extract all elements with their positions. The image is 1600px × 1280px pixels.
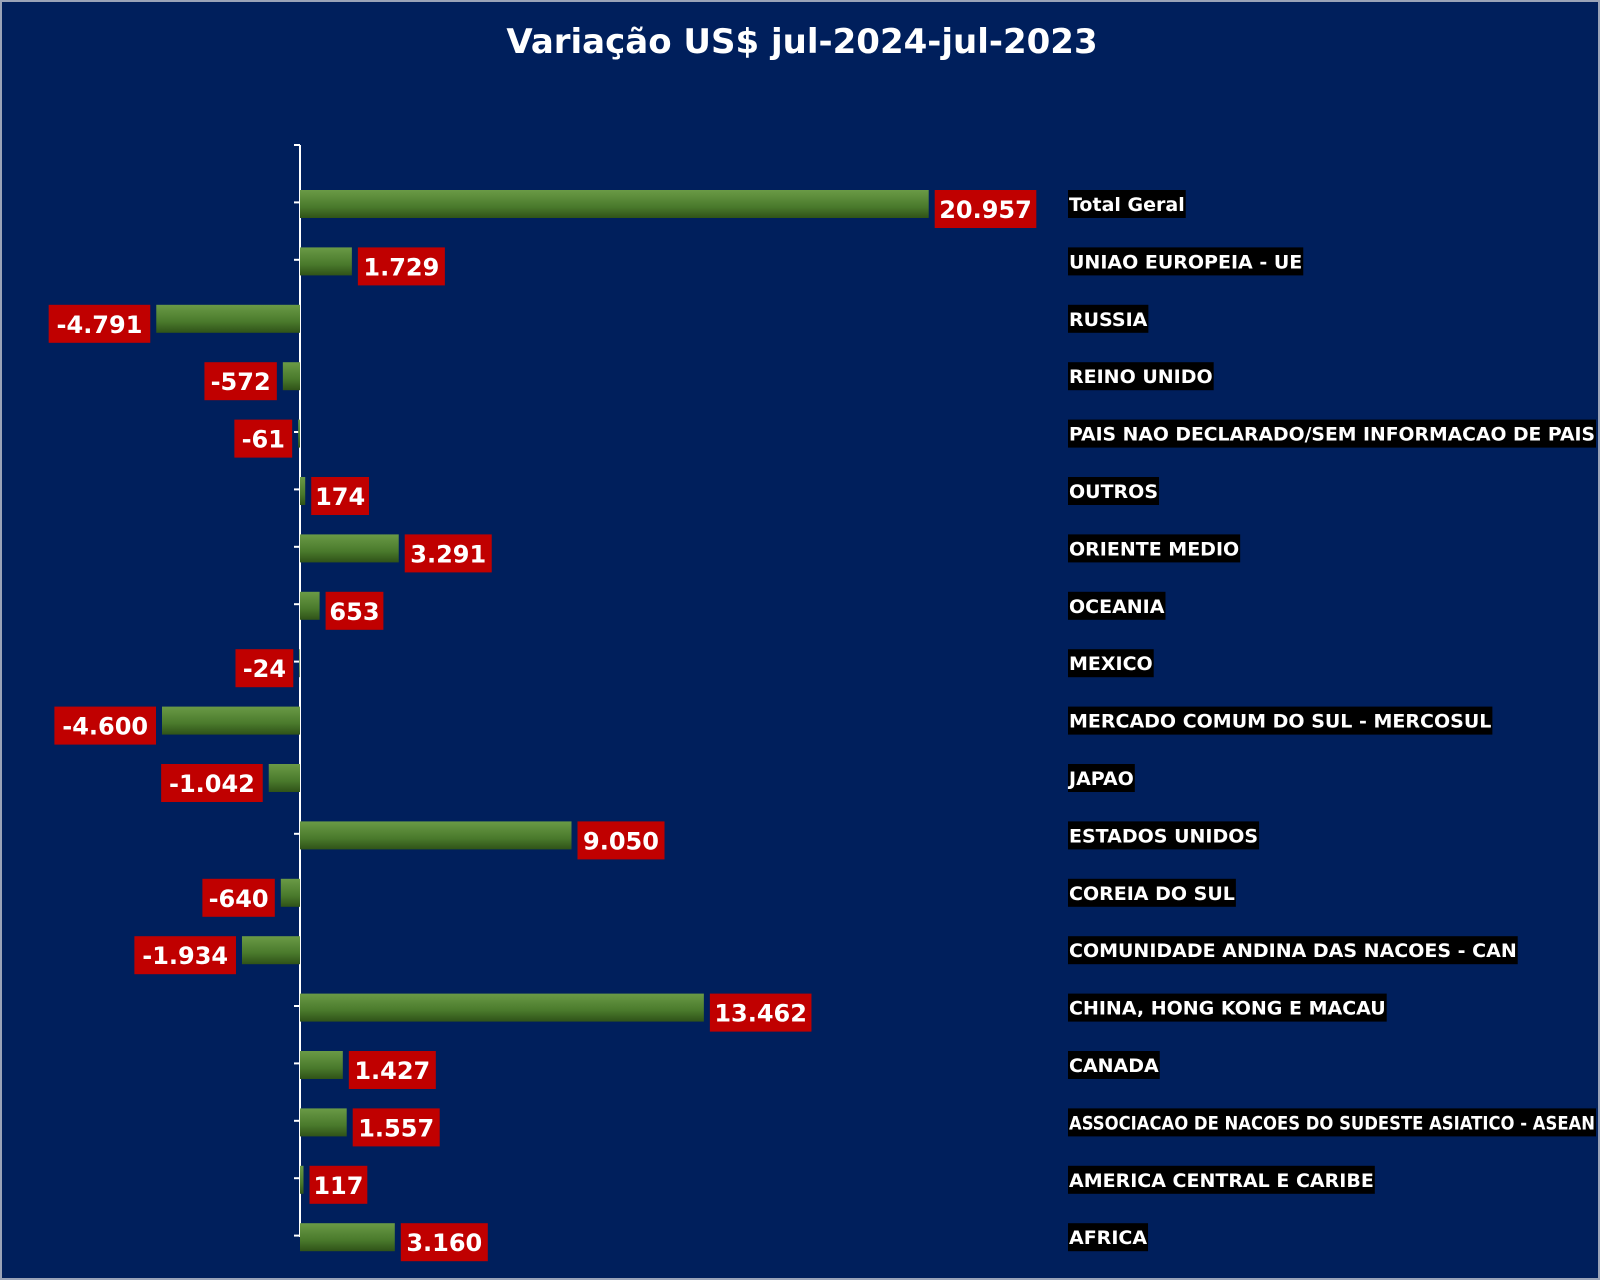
svg-text:JAPAO: JAPAO (1067, 768, 1134, 790)
data-label: -572 (204, 362, 277, 401)
data-label: -61 (234, 419, 293, 458)
svg-text:-640: -640 (209, 885, 269, 913)
bar (300, 1165, 304, 1194)
data-label: -1.934 (134, 936, 236, 975)
bar (300, 1051, 343, 1079)
bar (268, 764, 300, 792)
svg-text:117: 117 (313, 1172, 363, 1200)
svg-text:ESTADOS UNIDOS: ESTADOS UNIDOS (1069, 825, 1258, 847)
category-label: REINO UNIDO (1068, 362, 1214, 391)
svg-text:CANADA: CANADA (1069, 1055, 1159, 1077)
category-label: COMUNIDADE ANDINA DAS NACOES - CAN (1068, 936, 1518, 965)
bar (300, 477, 306, 505)
category-label: JAPAO (1067, 764, 1135, 792)
svg-text:RUSSIA: RUSSIA (1069, 309, 1148, 331)
data-label: -4.791 (48, 304, 151, 343)
data-label: 1.557 (352, 1108, 440, 1147)
data-label: 3.291 (404, 534, 492, 573)
svg-text:1.427: 1.427 (354, 1057, 430, 1085)
svg-text:-1.934: -1.934 (142, 942, 228, 970)
category-label: COREIA DO SUL (1068, 878, 1236, 907)
chart-title: Variação US$ jul-2024-jul-2023 (506, 22, 1098, 62)
svg-text:MEXICO: MEXICO (1069, 653, 1153, 675)
data-label: -640 (202, 878, 275, 917)
bar (300, 821, 572, 850)
svg-text:AFRICA: AFRICA (1069, 1227, 1147, 1249)
svg-text:COMUNIDADE ANDINA DAS NACOES -: COMUNIDADE ANDINA DAS NACOES - CAN (1069, 940, 1517, 962)
category-label: RUSSIA (1068, 304, 1149, 333)
bar (300, 190, 929, 218)
bar (300, 247, 352, 276)
svg-text:-4.791: -4.791 (57, 311, 143, 339)
svg-text:-61: -61 (242, 426, 285, 454)
svg-text:Total Geral: Total Geral (1069, 194, 1185, 216)
svg-text:-1.042: -1.042 (169, 770, 255, 798)
svg-text:CHINA, HONG KONG E MACAU: CHINA, HONG KONG E MACAU (1069, 998, 1386, 1020)
svg-text:MERCADO COMUM DO SUL - MERCOSU: MERCADO COMUM DO SUL - MERCOSUL (1069, 711, 1491, 733)
category-label: UNIAO EUROPEIA - UE (1068, 247, 1304, 276)
data-label: 20.957 (934, 190, 1037, 228)
svg-text:9.050: 9.050 (583, 827, 659, 855)
category-label: CANADA (1068, 1051, 1160, 1079)
category-label: CHINA, HONG KONG E MACAU (1068, 993, 1387, 1022)
svg-text:UNIAO EUROPEIA - UE: UNIAO EUROPEIA - UE (1069, 251, 1302, 273)
data-label: -24 (235, 649, 294, 688)
category-label: AMERICA CENTRAL E CARIBE (1068, 1165, 1375, 1194)
data-label: 1.427 (348, 1051, 436, 1089)
bar (156, 304, 300, 333)
bar (282, 362, 300, 391)
data-label: 117 (309, 1165, 368, 1204)
category-label: OCEANIA (1068, 591, 1166, 620)
bar (300, 1108, 347, 1137)
category-label: MEXICO (1068, 649, 1154, 678)
svg-text:-4.600: -4.600 (62, 713, 148, 741)
svg-text:REINO UNIDO: REINO UNIDO (1069, 366, 1213, 388)
data-label: -1.042 (161, 764, 263, 802)
data-label: 653 (325, 591, 384, 630)
svg-text:3.291: 3.291 (410, 540, 486, 568)
bar (162, 706, 300, 735)
svg-text:13.462: 13.462 (714, 1000, 807, 1028)
category-label: ASSOCIACAO DE NACOES DO SUDESTE ASIATICO… (1068, 1108, 1596, 1137)
data-label: 174 (311, 477, 370, 515)
category-label: ESTADOS UNIDOS (1068, 821, 1260, 850)
bar (300, 591, 320, 620)
category-label: Total Geral (1068, 190, 1186, 218)
svg-text:1.729: 1.729 (363, 253, 439, 281)
bar (300, 1223, 395, 1252)
data-label: 3.160 (400, 1223, 488, 1262)
data-label: -4.600 (54, 706, 156, 745)
category-label: PAIS NAO DECLARADO/SEM INFORMACAO DE PAI… (1068, 419, 1596, 448)
bar (300, 534, 399, 563)
bar (241, 936, 300, 965)
svg-text:3.160: 3.160 (406, 1229, 482, 1257)
bar (300, 993, 704, 1022)
bar (298, 419, 300, 448)
svg-text:-24: -24 (243, 655, 286, 683)
svg-text:OCEANIA: OCEANIA (1069, 596, 1165, 618)
category-label: OUTROS (1068, 477, 1160, 505)
bar (280, 878, 300, 907)
svg-text:ASSOCIACAO DE NACOES DO SUDEST: ASSOCIACAO DE NACOES DO SUDESTE ASIATICO… (1069, 1112, 1595, 1134)
svg-text:COREIA DO SUL: COREIA DO SUL (1069, 883, 1235, 905)
category-label: ORIENTE MEDIO (1068, 534, 1241, 563)
category-label: AFRICA (1068, 1223, 1149, 1252)
svg-text:AMERICA CENTRAL E CARIBE: AMERICA CENTRAL E CARIBE (1069, 1170, 1374, 1192)
svg-text:20.957: 20.957 (939, 196, 1032, 224)
data-label: 1.729 (357, 247, 445, 286)
svg-text:OUTROS: OUTROS (1069, 481, 1158, 503)
svg-text:653: 653 (329, 598, 379, 626)
svg-text:1.557: 1.557 (358, 1114, 434, 1142)
category-label: MERCADO COMUM DO SUL - MERCOSUL (1068, 706, 1493, 735)
svg-text:-572: -572 (211, 368, 271, 396)
svg-text:174: 174 (315, 483, 365, 511)
data-label: 13.462 (709, 993, 812, 1032)
svg-text:ORIENTE MEDIO: ORIENTE MEDIO (1069, 538, 1239, 560)
bar (299, 649, 300, 678)
svg-text:PAIS NAO DECLARADO/SEM INFORMA: PAIS NAO DECLARADO/SEM INFORMACAO DE PAI… (1069, 424, 1595, 446)
data-label: 9.050 (577, 821, 665, 860)
